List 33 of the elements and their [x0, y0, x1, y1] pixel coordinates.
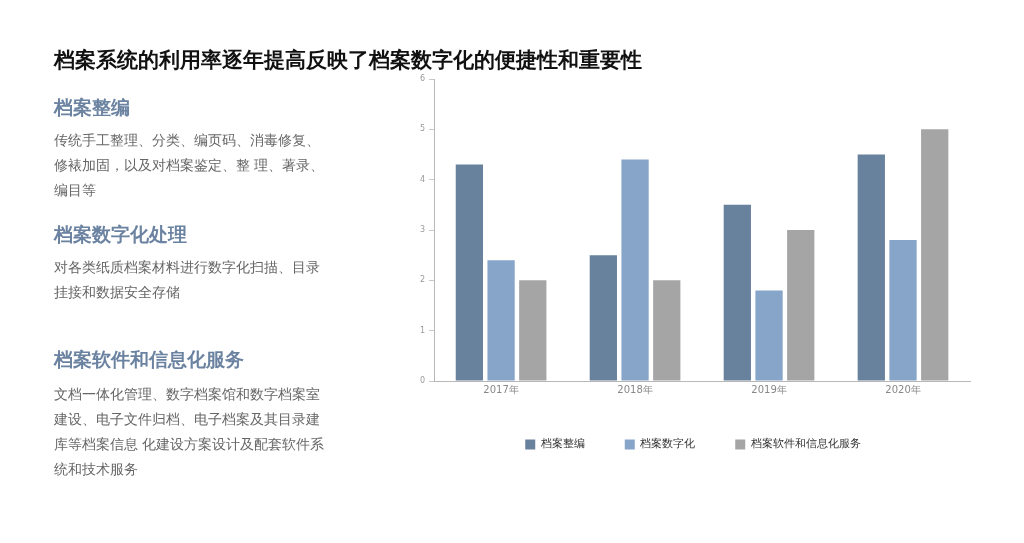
bar: [519, 280, 547, 381]
bar: [787, 230, 815, 381]
legend-label: 档案整编: [539, 437, 585, 451]
x-tick-label: 2018年: [617, 383, 653, 395]
bar: [921, 129, 949, 381]
bar: [857, 154, 885, 381]
y-tick-label: 4: [420, 174, 426, 184]
bar: [621, 159, 649, 381]
text: 档案软件和信息化服务: [54, 347, 244, 372]
x-tick-label: 2019年: [751, 383, 787, 395]
bar: [889, 240, 917, 381]
text: 文档一体化管理、数字档案馆和数字档案室建设、电子文件归档、电子档案及其目录建库等档案信息 化建设方案设计及配套软件系统和技术服务: [54, 385, 326, 479]
bar: [653, 280, 681, 381]
text: 对各类纸质档案材料进行数字化扫描、目录挂接和数据安全存储: [54, 258, 321, 302]
bar: [455, 164, 484, 381]
legend-label: 档案数字化: [639, 437, 696, 451]
text: 档案整编: [54, 95, 130, 120]
y-tick-label: 1: [420, 325, 426, 335]
y-tick-label: 5: [420, 124, 426, 134]
text: 传统手工整理、分类、编页码、消毒修复、修裱加固，以及对档案鉴定、整 理、著录、编目等: [54, 131, 326, 200]
y-tick-label: 3: [420, 225, 426, 235]
y-tick-label: 6: [420, 74, 426, 84]
bar: [487, 260, 515, 381]
chart-title: 档案系统的利用率逐年提高反映了档案数字化的便捷性和重要性: [54, 47, 642, 74]
bar: [723, 204, 751, 381]
y-tick-label: 2: [420, 275, 426, 285]
bar: [755, 290, 783, 381]
x-tick-label: 2017年: [483, 383, 519, 395]
x-tick-label: 2020年: [885, 383, 921, 395]
legend-label: 档案软件和信息化服务: [749, 437, 861, 451]
y-tick-label: 0: [420, 376, 426, 386]
text: 档案数字化处理: [54, 222, 187, 247]
bar: [589, 255, 617, 381]
